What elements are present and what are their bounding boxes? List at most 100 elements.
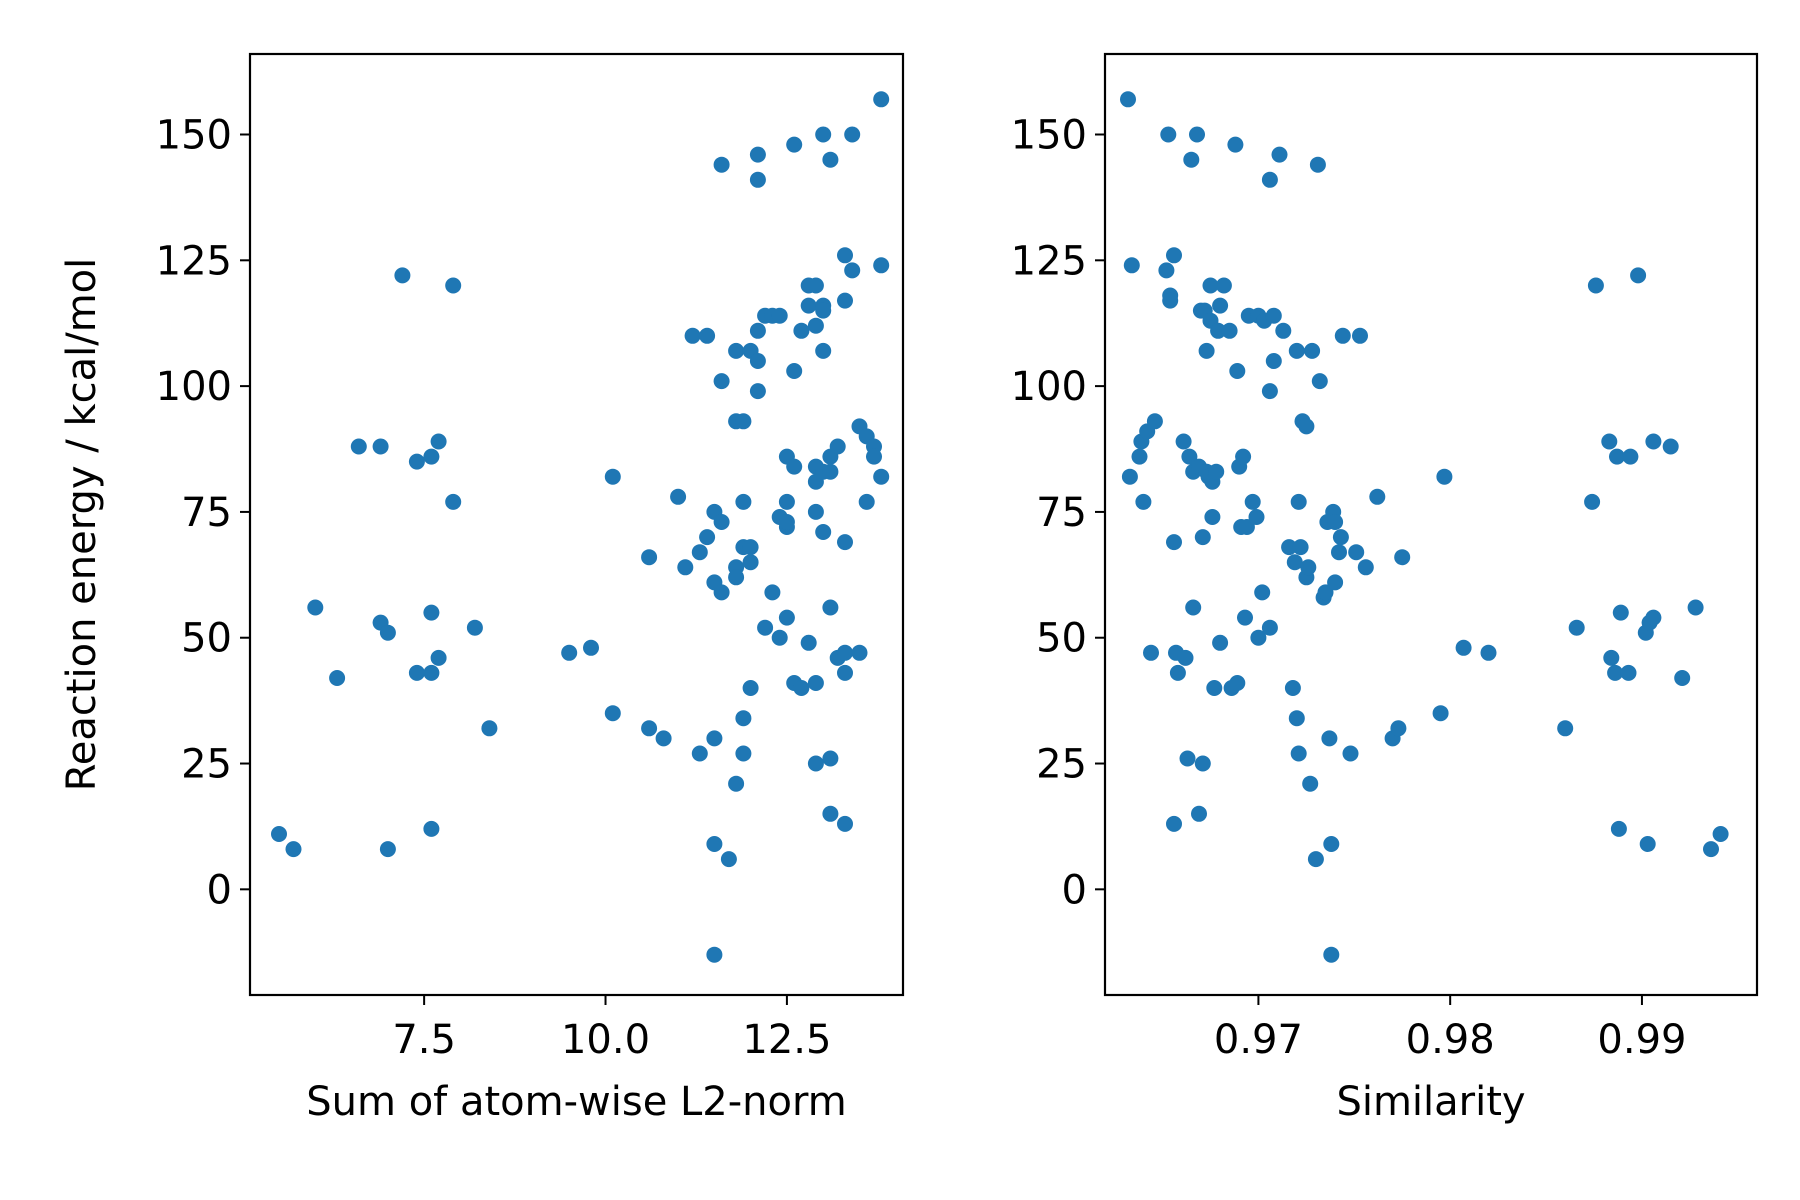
data-point (815, 342, 832, 359)
data-point (1357, 559, 1374, 576)
data-point (837, 664, 853, 681)
data-point (329, 670, 346, 686)
data-point (1327, 574, 1344, 591)
data-point (1244, 493, 1261, 510)
data-point (1703, 841, 1719, 858)
data-point (1603, 649, 1620, 666)
data-point (445, 493, 462, 510)
data-point (1609, 448, 1625, 465)
data-point (1189, 126, 1205, 143)
data-point (1194, 755, 1211, 772)
data-point (430, 649, 447, 666)
data-point (1639, 836, 1656, 852)
data-point (829, 438, 846, 455)
data-point (778, 609, 795, 626)
data-point (1369, 488, 1386, 505)
data-point (800, 297, 817, 314)
data-point (1238, 519, 1255, 535)
data-point (1712, 826, 1729, 842)
data-point (1175, 433, 1192, 450)
data-point (1166, 247, 1182, 264)
y-tick-label: 25 (1036, 742, 1087, 788)
data-point (379, 841, 396, 858)
y-tick-label: 75 (1036, 490, 1087, 536)
data-point (735, 493, 752, 510)
data-point (786, 363, 803, 379)
data-point (1275, 322, 1292, 339)
data-point (1177, 649, 1194, 666)
data-point (1607, 664, 1624, 681)
data-point (445, 277, 462, 294)
data-point (873, 257, 890, 274)
data-point (1352, 327, 1368, 344)
x-tick-label: 0.99 (1597, 1017, 1686, 1063)
data-point (713, 514, 730, 530)
data-point (873, 468, 890, 485)
data-point (1191, 805, 1207, 822)
data-point (641, 549, 658, 566)
data-point (1323, 946, 1340, 963)
right-scatter-plot: 0 25 50 75 100 125 150 0.97 0.98 0.99 Similarity (1011, 52, 1759, 1125)
x-axis-label: Sum of atom-wise L2-norm (306, 1079, 846, 1125)
data-point (699, 529, 716, 546)
data-point (1265, 353, 1282, 369)
data-point (604, 705, 621, 722)
data-point (757, 619, 774, 636)
data-point (1674, 670, 1691, 686)
data-point (873, 91, 890, 108)
axes-frame (1103, 52, 1759, 997)
data-point (408, 664, 425, 681)
data-point (1302, 775, 1319, 792)
data-point (423, 820, 440, 837)
data-point (837, 247, 853, 264)
data-point (1300, 559, 1317, 576)
data-point (1261, 383, 1278, 400)
y-tick-label: 150 (1011, 113, 1087, 159)
x-tick-label: 0.97 (1214, 1017, 1303, 1063)
data-point (1662, 438, 1679, 455)
data-point (1227, 136, 1244, 153)
data-point (1290, 493, 1307, 510)
data-point (1215, 277, 1232, 294)
data-point (1292, 539, 1309, 556)
data-point (1123, 257, 1140, 274)
data-point (844, 126, 861, 143)
data-point (1584, 493, 1601, 510)
data-point (699, 327, 716, 344)
data-point (764, 584, 781, 601)
data-point (1298, 418, 1315, 435)
data-point (728, 342, 745, 359)
data-point (271, 826, 287, 842)
data-point (1237, 609, 1253, 626)
data-point (844, 262, 861, 279)
data-point (837, 644, 853, 661)
data-point (1286, 554, 1303, 571)
data-point (466, 619, 483, 636)
data-point (1311, 373, 1328, 390)
data-point (423, 604, 440, 621)
data-point (822, 463, 839, 480)
data-point (1212, 634, 1229, 651)
y-tick-label: 125 (1011, 238, 1087, 284)
data-point (1271, 146, 1288, 163)
data-point (1121, 468, 1138, 485)
data-point (1254, 584, 1271, 601)
data-point (837, 815, 853, 832)
data-point (655, 730, 672, 747)
data-point (423, 448, 440, 465)
data-point (1250, 629, 1267, 646)
data-point (837, 534, 853, 551)
data-point (1432, 705, 1449, 722)
data-point (372, 438, 389, 455)
data-point (1265, 307, 1282, 324)
data-point (822, 599, 839, 616)
data-point (1332, 529, 1349, 546)
data-point (1206, 680, 1223, 696)
data-point (684, 327, 701, 344)
data-point (1304, 342, 1321, 359)
data-point (1166, 534, 1182, 551)
data-point (1281, 539, 1298, 556)
data-point (1229, 363, 1246, 379)
data-point (1221, 322, 1238, 339)
data-point (735, 710, 752, 727)
